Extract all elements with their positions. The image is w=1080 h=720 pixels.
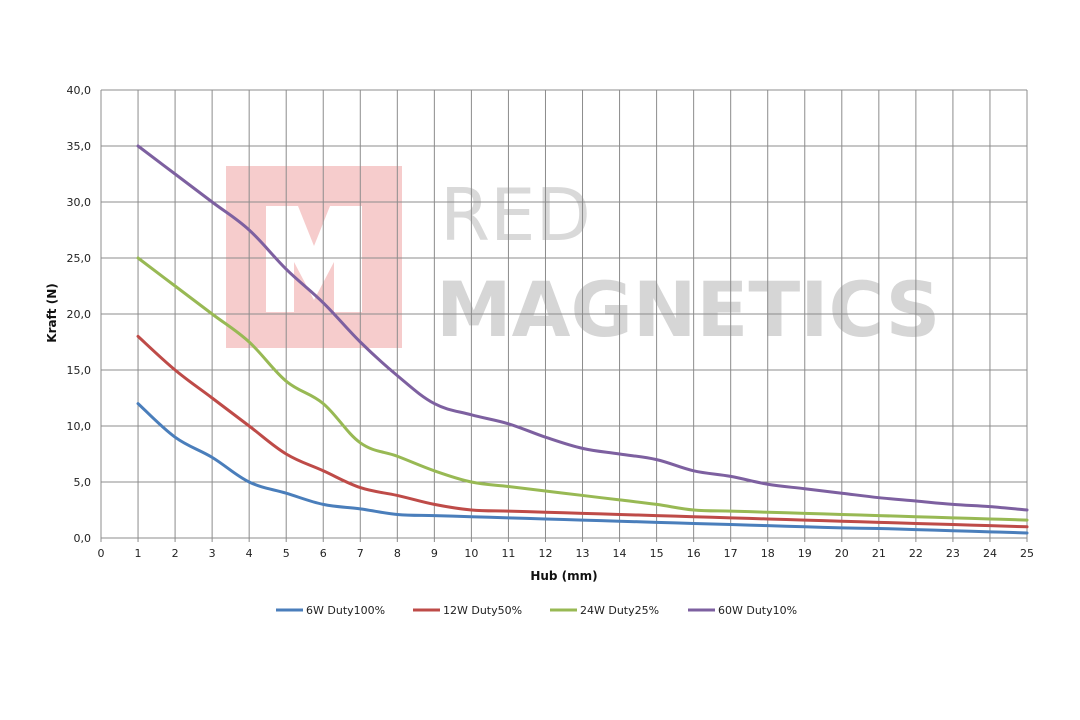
x-tick-label: 8	[394, 547, 401, 560]
watermark-line2: MAGNETICS	[436, 265, 940, 354]
x-tick-label: 24	[983, 547, 997, 560]
legend-label: 6W Duty100%	[306, 604, 385, 617]
x-tick-label: 1	[135, 547, 142, 560]
y-tick-label: 30,0	[67, 196, 92, 209]
y-tick-label: 25,0	[67, 252, 92, 265]
x-tick-label: 13	[576, 547, 590, 560]
y-tick-label: 5,0	[74, 476, 92, 489]
x-tick-label: 6	[320, 547, 327, 560]
x-tick-label: 17	[724, 547, 738, 560]
x-axis-label: Hub (mm)	[530, 569, 597, 583]
x-tick-label: 25	[1020, 547, 1034, 560]
legend-label: 60W Duty10%	[718, 604, 797, 617]
x-tick-label: 12	[538, 547, 552, 560]
y-tick-label: 40,0	[67, 84, 92, 97]
x-tick-label: 9	[431, 547, 438, 560]
x-tick-label: 3	[209, 547, 216, 560]
x-tick-labels: 0 1 2 3 4 5 6 7 8 9 10 11 12 13 14 15 16 17 18 19 20 21 22 23 24…	[98, 547, 1035, 560]
x-tick-label: 16	[687, 547, 701, 560]
y-axis-label: Kraft (N)	[45, 283, 59, 342]
watermark: RED MAGNETICS	[226, 166, 940, 354]
y-tick-label: 10,0	[67, 420, 92, 433]
y-tick-labels: 0,0 5,0 10,0 15,0 20,0 25,0 30,0 35,0 40,0	[67, 84, 92, 545]
series-line-3	[136, 256, 1029, 522]
logo-mark	[226, 166, 402, 348]
x-tick-label: 11	[501, 547, 515, 560]
x-tick-label: 21	[872, 547, 886, 560]
series-line-4	[136, 144, 1029, 512]
x-tick-label: 14	[613, 547, 627, 560]
x-tick-label: 23	[946, 547, 960, 560]
y-tick-label: 0,0	[74, 532, 92, 545]
x-tick-label: 0	[98, 547, 105, 560]
grid	[100, 89, 1028, 542]
x-tick-label: 20	[835, 547, 849, 560]
legend-label: 24W Duty25%	[580, 604, 659, 617]
x-tick-label: 4	[246, 547, 253, 560]
legend-label: 12W Duty50%	[443, 604, 522, 617]
x-tick-label: 5	[283, 547, 290, 560]
series-line-1	[136, 402, 1029, 535]
x-tick-label: 10	[464, 547, 478, 560]
legend: 6W Duty100% 12W Duty50% 24W Duty25% 60W Dut…	[276, 604, 797, 617]
x-tick-label: 19	[798, 547, 812, 560]
series-line-2	[136, 334, 1029, 529]
watermark-line1: RED	[440, 173, 591, 257]
series-lines	[136, 144, 1029, 535]
x-tick-label: 18	[761, 547, 775, 560]
y-tick-label: 20,0	[67, 308, 92, 321]
x-tick-label: 15	[650, 547, 664, 560]
x-tick-label: 22	[909, 547, 923, 560]
x-tick-label: 2	[172, 547, 179, 560]
x-tick-label: 7	[357, 547, 364, 560]
y-tick-label: 15,0	[67, 364, 92, 377]
y-tick-label: 35,0	[67, 140, 92, 153]
